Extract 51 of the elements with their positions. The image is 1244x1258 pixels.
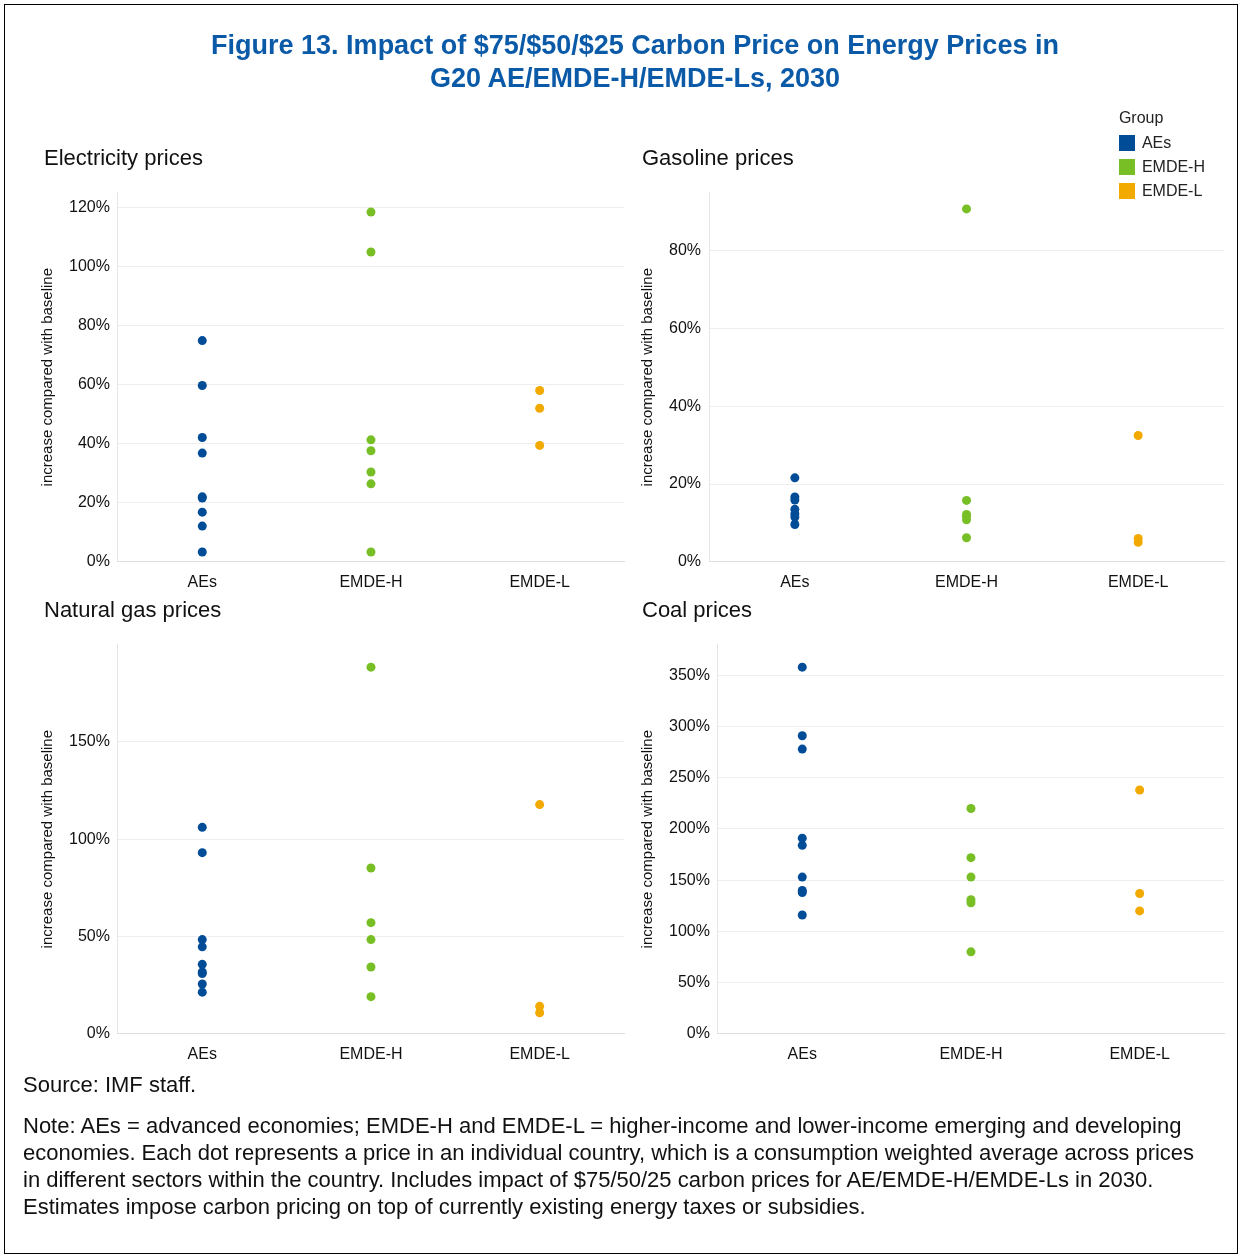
y-tick-label: 0% xyxy=(86,552,110,570)
x-tick-label: EMDE-L xyxy=(509,1044,570,1062)
y-tick-label: 0% xyxy=(86,1024,110,1042)
y-tick-label: 40% xyxy=(77,434,110,452)
y-tick-label: 50% xyxy=(677,973,710,990)
text: Note: AEs = advanced economies; EMDE-H and EMDE-L = higher-income and lower-income emerging and developing economies. Each dot represents a price in an individual country, which is a consumption weighted average across prices in different sectors within the country. Includes impact of $75/50/25 carbon prices for AE/EMDE-H/EMDE-Ls in 2030. Estimates impose carbon pricing on top of currently existing energy taxes or subsidies. xyxy=(23,1112,1196,1220)
y-tick-label: 150% xyxy=(69,732,110,750)
y-tick-label: 80% xyxy=(668,241,702,259)
y-axis-title: increase compared with baseline xyxy=(638,267,656,487)
y-tick-label: 250% xyxy=(669,768,710,786)
y-tick-label: 350% xyxy=(669,665,710,683)
y-tick-label: 60% xyxy=(77,374,110,392)
y-axis-title: increase compared with baseline xyxy=(38,729,56,949)
chart-subtitle: Electricity prices xyxy=(44,145,204,172)
chart-subtitle: Gasoline prices xyxy=(642,145,794,170)
y-tick-label: 40% xyxy=(668,396,702,414)
y-tick-label: 20% xyxy=(77,493,110,511)
x-tick-label: EMDE-H xyxy=(339,572,403,590)
chart-subtitle: Natural gas prices xyxy=(44,597,223,624)
y-tick-label: 150% xyxy=(669,870,710,888)
y-tick-label: 20% xyxy=(668,474,702,492)
y-tick-label: 60% xyxy=(668,319,702,337)
x-tick-label: AEs xyxy=(787,1044,817,1062)
x-tick-label: AEs xyxy=(187,572,217,590)
y-tick-label: 200% xyxy=(669,819,710,837)
chart-title: Figure 13. Impact of $75/$50/$25 Carbon Price on Energy Prices in G20 AE/EMDE-H/EMDE-Ls, 2030 xyxy=(210,29,1060,95)
x-tick-label: EMDE-H xyxy=(939,1044,1003,1062)
x-tick-label: EMDE-L xyxy=(1109,1044,1170,1062)
legend-label: EMDE-H xyxy=(1141,158,1205,176)
y-tick-label: 100% xyxy=(669,921,710,939)
chart-subtitle: Coal prices xyxy=(642,597,754,624)
y-tick-label: 120% xyxy=(69,197,110,215)
x-tick-label: AEs xyxy=(187,1044,217,1062)
x-tick-label: EMDE-L xyxy=(509,572,570,590)
y-tick-label: 300% xyxy=(669,716,710,734)
x-tick-label: AEs xyxy=(780,572,810,590)
y-tick-label: 100% xyxy=(69,256,110,274)
x-tick-label: EMDE-H xyxy=(934,572,999,590)
y-axis-title: increase compared with baseline xyxy=(638,729,656,949)
y-tick-label: 50% xyxy=(77,926,110,944)
x-tick-label: EMDE-L xyxy=(1107,572,1169,590)
y-tick-label: 0% xyxy=(677,552,702,570)
legend-label: AEs xyxy=(1141,134,1172,152)
y-tick-label: 80% xyxy=(77,315,110,333)
x-tick-label: EMDE-H xyxy=(339,1044,403,1062)
y-tick-label: 100% xyxy=(69,829,110,847)
y-tick-label: 0% xyxy=(686,1024,710,1042)
source-note: Source: IMF staff. xyxy=(23,1071,198,1098)
y-axis-title: increase compared with baseline xyxy=(38,267,56,487)
legend-title: Group xyxy=(1118,109,1165,128)
legend-label: EMDE-L xyxy=(1141,182,1203,200)
